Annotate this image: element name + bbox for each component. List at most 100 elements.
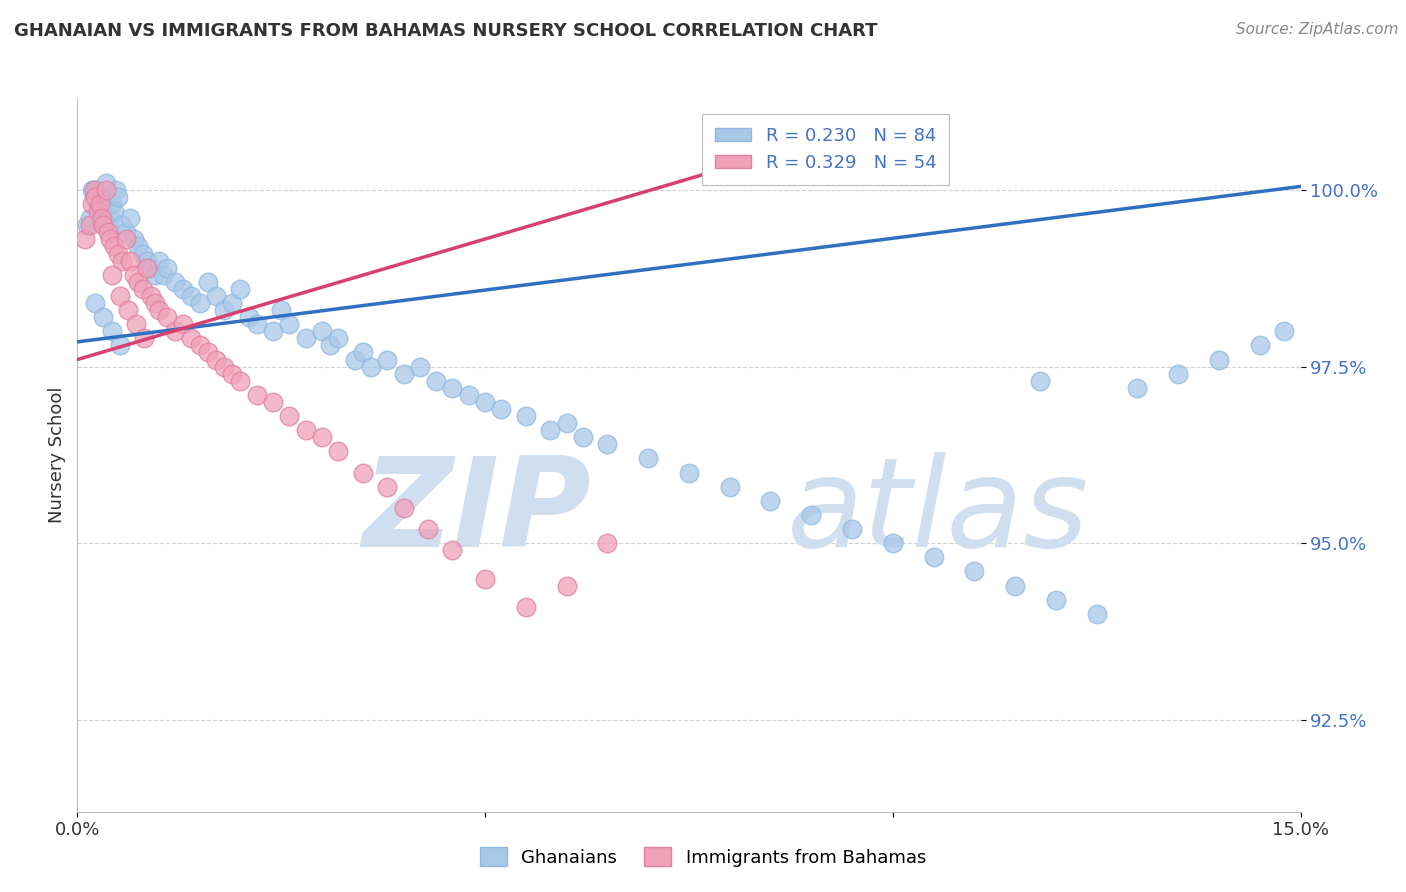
Point xyxy=(75,232,97,246)
Point xyxy=(596,536,619,550)
Point xyxy=(76,219,98,233)
Point xyxy=(111,219,134,233)
Point xyxy=(125,317,148,331)
Point xyxy=(152,268,174,282)
Point xyxy=(197,345,219,359)
Point xyxy=(84,296,107,310)
Point xyxy=(319,338,342,352)
Point xyxy=(311,430,333,444)
Point xyxy=(97,219,120,233)
Point xyxy=(221,367,243,381)
Point xyxy=(270,303,292,318)
Point xyxy=(328,331,350,345)
Point xyxy=(131,246,153,260)
Point xyxy=(229,374,252,388)
Point xyxy=(84,183,107,197)
Point xyxy=(375,352,398,367)
Point xyxy=(262,324,284,338)
Point xyxy=(97,225,120,239)
Point xyxy=(98,232,121,246)
Point xyxy=(278,317,301,331)
Point xyxy=(441,543,464,558)
Point xyxy=(180,289,202,303)
Point xyxy=(1045,592,1067,607)
Point xyxy=(1085,607,1108,621)
Point xyxy=(108,289,131,303)
Point xyxy=(678,466,700,480)
Point xyxy=(221,296,243,310)
Y-axis label: Nursery School: Nursery School xyxy=(48,386,66,524)
Point xyxy=(205,289,228,303)
Point xyxy=(172,317,194,331)
Legend: Ghanaians, Immigrants from Bahamas: Ghanaians, Immigrants from Bahamas xyxy=(472,840,934,874)
Point xyxy=(1028,374,1050,388)
Point xyxy=(90,211,112,226)
Point xyxy=(89,197,111,211)
Point xyxy=(90,190,112,204)
Point xyxy=(328,444,350,458)
Point xyxy=(148,253,170,268)
Point xyxy=(343,352,366,367)
Point xyxy=(84,190,107,204)
Text: GHANAIAN VS IMMIGRANTS FROM BAHAMAS NURSERY SCHOOL CORRELATION CHART: GHANAIAN VS IMMIGRANTS FROM BAHAMAS NURS… xyxy=(14,22,877,40)
Point xyxy=(416,522,439,536)
Point xyxy=(156,260,179,275)
Point xyxy=(156,310,179,325)
Point xyxy=(127,275,149,289)
Point xyxy=(100,324,122,338)
Legend: R = 0.230   N = 84, R = 0.329   N = 54: R = 0.230 N = 84, R = 0.329 N = 54 xyxy=(703,114,949,185)
Point xyxy=(80,183,103,197)
Point xyxy=(120,211,142,226)
Point xyxy=(637,451,659,466)
Point xyxy=(596,437,619,451)
Point xyxy=(107,246,129,260)
Point xyxy=(143,268,166,282)
Point xyxy=(572,430,595,444)
Point xyxy=(89,204,111,219)
Point xyxy=(79,211,101,226)
Point xyxy=(352,345,374,359)
Point xyxy=(538,423,561,437)
Point xyxy=(172,282,194,296)
Point xyxy=(246,388,269,402)
Point xyxy=(294,331,316,345)
Point xyxy=(555,579,578,593)
Point xyxy=(111,253,134,268)
Point xyxy=(294,423,316,437)
Point xyxy=(425,374,447,388)
Point xyxy=(93,197,115,211)
Point xyxy=(103,239,125,253)
Point xyxy=(515,599,537,614)
Point xyxy=(124,268,146,282)
Point xyxy=(474,395,496,409)
Point xyxy=(98,211,121,226)
Point xyxy=(212,359,235,374)
Point xyxy=(882,536,904,550)
Point xyxy=(1208,352,1230,367)
Point xyxy=(79,219,101,233)
Point xyxy=(1004,579,1026,593)
Point xyxy=(188,338,211,352)
Point xyxy=(105,183,128,197)
Text: atlas: atlas xyxy=(787,451,1088,573)
Point xyxy=(148,303,170,318)
Point xyxy=(262,395,284,409)
Point xyxy=(311,324,333,338)
Point xyxy=(515,409,537,423)
Point xyxy=(165,324,187,338)
Point xyxy=(1249,338,1271,352)
Point xyxy=(352,466,374,480)
Point xyxy=(94,176,117,190)
Point xyxy=(143,296,166,310)
Point xyxy=(800,508,823,522)
Point xyxy=(115,232,138,246)
Point xyxy=(131,282,153,296)
Point xyxy=(139,289,162,303)
Point xyxy=(188,296,211,310)
Point xyxy=(135,253,157,268)
Point xyxy=(718,480,741,494)
Point xyxy=(922,550,945,565)
Point xyxy=(83,183,105,197)
Point xyxy=(83,190,105,204)
Point xyxy=(392,367,415,381)
